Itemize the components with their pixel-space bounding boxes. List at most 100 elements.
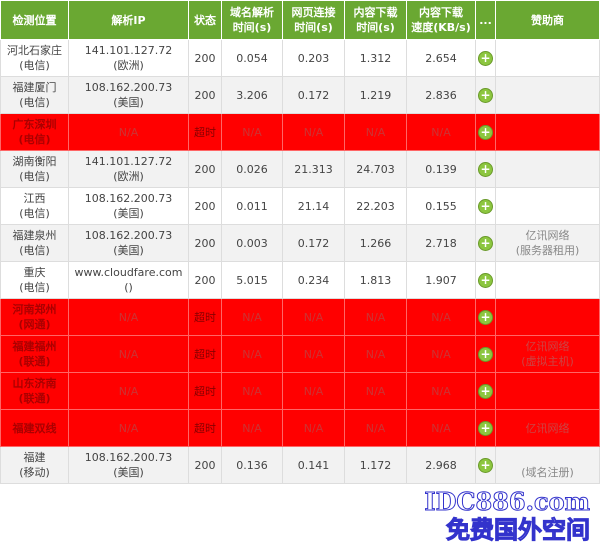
download-time-cell: N/A [344, 409, 407, 447]
sponsor-cell[interactable] [495, 187, 600, 225]
ip-region: () [124, 281, 133, 294]
sponsor-cell[interactable]: (域名注册) [495, 446, 600, 484]
sponsor-cell[interactable]: 亿讯网络 (虚拟主机) [495, 335, 600, 373]
status-cell: 超时 [188, 409, 222, 447]
plus-icon[interactable]: + [478, 420, 493, 436]
location: 河北石家庄 [7, 44, 62, 57]
isp: (电信) [19, 281, 50, 294]
plus-icon[interactable]: + [478, 50, 493, 66]
download-speed-cell: N/A [406, 372, 476, 410]
sponsor-name: 亿讯网络 [525, 340, 570, 353]
sponsor-cell[interactable] [495, 150, 600, 188]
download-speed-cell: N/A [406, 113, 476, 151]
ip-region: (美国) [113, 466, 144, 479]
download-speed-cell: N/A [406, 298, 476, 336]
download-speed-cell: N/A [406, 409, 476, 447]
download-time-cell: N/A [344, 335, 407, 373]
table-row: 福建 (移动) 108.162.200.73 (美国) 200 0.136 0.14… [0, 446, 600, 484]
sponsor-cell[interactable] [495, 261, 600, 299]
isp: (电信) [19, 170, 50, 183]
sponsor-name: 亿讯网络 [525, 229, 570, 242]
table-row: 重庆 (电信) www.cloudfare.com () 200 5.015 0.2… [0, 261, 600, 299]
download-speed-cell: 2.654 [406, 39, 476, 77]
header-row: 检测位置 解析IP 状态 域名解析 时间(s) 网页连接 时间(s) 内容下载 时间(s)… [0, 0, 600, 40]
dns-time-cell: 0.054 [221, 39, 283, 77]
sponsor-cell[interactable] [495, 76, 600, 114]
dns-time-cell: N/A [221, 335, 283, 373]
speed-test-table: 检测位置 解析IP 状态 域名解析 时间(s) 网页连接 时间(s) 内容下载 时间(s)… [0, 0, 600, 484]
more-cell: + [475, 335, 496, 373]
download-speed-cell: N/A [406, 335, 476, 373]
table-row: 江西 (电信) 108.162.200.73 (美国) 200 0.011 21.1… [0, 187, 600, 225]
location-cell: 江西 (电信) [0, 187, 69, 225]
dns-time-cell: 0.026 [221, 150, 283, 188]
location-cell: 广东深圳 (电信) [0, 113, 69, 151]
column-header: 域名解析 时间(s) [221, 0, 283, 40]
location: 福建 [23, 451, 46, 464]
sponsor-cell[interactable]: 亿讯网络 [495, 409, 600, 447]
resolved-ip: N/A [118, 347, 139, 361]
more-cell: + [475, 261, 496, 299]
ip-region: (欧洲) [113, 170, 144, 183]
plus-icon[interactable]: + [478, 235, 493, 251]
isp: (电信) [19, 207, 50, 220]
location-cell: 福建 (移动) [0, 446, 69, 484]
isp: (电信) [19, 96, 50, 109]
sponsor-cell[interactable] [495, 298, 600, 336]
isp: (联通) [18, 392, 51, 405]
location: 江西 [23, 192, 46, 205]
location-cell: 重庆 (电信) [0, 261, 69, 299]
plus-icon[interactable]: + [478, 124, 493, 140]
sponsor-cell[interactable] [495, 39, 600, 77]
plus-icon[interactable]: + [478, 161, 493, 177]
plus-icon[interactable]: + [478, 457, 493, 473]
ip-cell: 141.101.127.72 (欧洲) [68, 39, 189, 77]
resolved-ip: 108.162.200.73 [84, 192, 173, 205]
plus-icon[interactable]: + [478, 272, 493, 288]
connect-time-cell: N/A [282, 113, 345, 151]
more-cell: + [475, 446, 496, 484]
plus-icon[interactable]: + [478, 309, 493, 325]
location: 福建厦门 [12, 81, 57, 94]
more-cell: + [475, 224, 496, 262]
ip-cell: N/A [68, 298, 189, 336]
plus-icon[interactable]: + [478, 87, 493, 103]
download-time-cell: 1.312 [344, 39, 407, 77]
status-cell: 超时 [188, 372, 222, 410]
dns-time-cell: 0.011 [221, 187, 283, 225]
ip-region: (欧洲) [113, 59, 144, 72]
plus-icon[interactable]: + [478, 383, 493, 399]
more-cell: + [475, 39, 496, 77]
location-cell: 河南郑州 (网通) [0, 298, 69, 336]
ip-region: (美国) [113, 244, 144, 257]
table-row: 山东济南 (联通) N/A 超时 N/A N/A N/A N/A + [0, 372, 600, 410]
sponsor-cell[interactable]: 亿讯网络 (服务器租用) [495, 224, 600, 262]
column-header: 检测位置 [0, 0, 69, 40]
isp: (移动) [19, 466, 50, 479]
connect-time-cell: N/A [282, 298, 345, 336]
download-time-cell: N/A [344, 298, 407, 336]
isp: (电信) [19, 244, 50, 257]
download-speed-cell: 2.968 [406, 446, 476, 484]
column-header: 网页连接 时间(s) [282, 0, 345, 40]
ip-cell: 108.162.200.73 (美国) [68, 187, 189, 225]
dns-time-cell: 3.206 [221, 76, 283, 114]
ip-cell: 141.101.127.72 (欧洲) [68, 150, 189, 188]
resolved-ip: N/A [118, 125, 139, 139]
sponsor-cell[interactable] [495, 113, 600, 151]
location-cell: 福建厦门 (电信) [0, 76, 69, 114]
download-speed-cell: 1.907 [406, 261, 476, 299]
plus-icon[interactable]: + [478, 198, 493, 214]
dns-time-cell: N/A [221, 372, 283, 410]
download-speed-cell: 2.718 [406, 224, 476, 262]
dns-time-cell: N/A [221, 113, 283, 151]
dns-time-cell: 5.015 [221, 261, 283, 299]
location-cell: 福建泉州 (电信) [0, 224, 69, 262]
ip-cell: 108.162.200.73 (美国) [68, 224, 189, 262]
table-row: 福建厦门 (电信) 108.162.200.73 (美国) 200 3.206 0.… [0, 76, 600, 114]
sponsor-cell[interactable] [495, 372, 600, 410]
dns-time-cell: 0.003 [221, 224, 283, 262]
connect-time-cell: N/A [282, 372, 345, 410]
plus-icon[interactable]: + [478, 346, 493, 362]
more-cell: + [475, 409, 496, 447]
